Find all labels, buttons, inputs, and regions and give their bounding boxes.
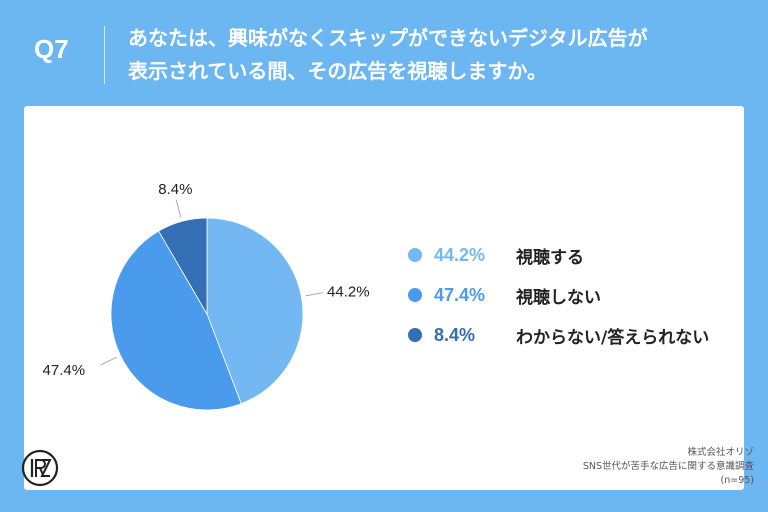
legend-dot — [408, 248, 422, 262]
source-company: 株式会社オリゾ — [687, 447, 754, 458]
header: Q7 あなたは、興味がなくスキップができないデジタル広告が 表示されている間、そ… — [0, 0, 768, 104]
source-survey: SNS世代が苦手な広告に関する意識調査 — [582, 461, 754, 472]
legend-value: 8.4% — [434, 324, 476, 345]
header-divider — [104, 26, 105, 84]
leader-line — [305, 292, 324, 297]
pie-slice-unknown — [158, 217, 208, 316]
question-line-2: 表示されている間、その広告を視聴しますか。 — [128, 59, 547, 83]
leader-line — [100, 356, 118, 366]
question-line-1: あなたは、興味がなくスキップができないデジタル広告が — [128, 26, 648, 50]
legend: 44.2% 視聴する 47.4% 視聴しない 8.4% わからない/答えられない — [408, 244, 709, 364]
pie-value-label: 44.2% — [327, 284, 370, 301]
brand-logo-icon — [21, 449, 59, 487]
pie-slice-not-watch — [110, 230, 242, 411]
legend-row-watch: 44.2% 視聴する — [408, 244, 709, 268]
legend-dot — [408, 328, 422, 342]
question-text: あなたは、興味がなくスキップができないデジタル広告が 表示されている間、その広告… — [128, 22, 738, 88]
leader-line — [175, 199, 182, 218]
legend-dot — [408, 288, 422, 302]
legend-label: 視聴しない — [516, 287, 601, 308]
question-number: Q7 — [34, 34, 69, 64]
legend-row-not-watch: 47.4% 視聴しない — [408, 284, 709, 308]
chart-card: 44.2% 47.4% 8.4% 44.2% 視聴する 47.4% 視聴しない 8.… — [24, 106, 744, 490]
pie-slice-watch — [206, 217, 304, 405]
legend-value: 47.4% — [434, 284, 486, 305]
pie-value-label: 8.4% — [158, 181, 192, 198]
legend-row-unknown: 8.4% わからない/答えられない — [408, 324, 710, 348]
source-sample: (n=95) — [720, 475, 754, 486]
source-note: 株式会社オリゾ SNS世代が苦手な広告に関する意識調査 (n=95) — [583, 446, 754, 488]
pie-chart: 44.2% 47.4% 8.4% — [43, 181, 370, 411]
legend-label: わからない/答えられない — [516, 327, 710, 348]
legend-label: 視聴する — [516, 247, 584, 268]
legend-value: 44.2% — [434, 244, 486, 265]
pie-value-label: 47.4% — [43, 362, 86, 379]
